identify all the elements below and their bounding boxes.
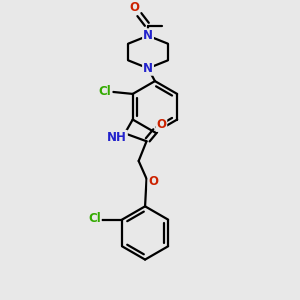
Text: Cl: Cl (99, 85, 112, 98)
Text: O: O (148, 175, 158, 188)
Text: N: N (143, 62, 153, 75)
Text: N: N (143, 29, 153, 42)
Text: NH: NH (107, 131, 127, 144)
Text: Cl: Cl (88, 212, 101, 225)
Text: O: O (129, 1, 139, 13)
Text: O: O (156, 118, 166, 131)
